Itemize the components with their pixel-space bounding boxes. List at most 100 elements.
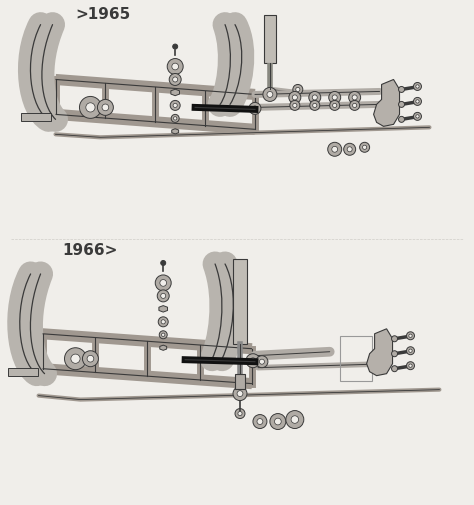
- Circle shape: [413, 83, 421, 91]
- Circle shape: [293, 85, 303, 95]
- Circle shape: [344, 144, 356, 156]
- Circle shape: [293, 104, 297, 108]
- Bar: [264, 16, 276, 64]
- Circle shape: [392, 366, 398, 372]
- Circle shape: [349, 92, 361, 104]
- Circle shape: [238, 412, 242, 416]
- Circle shape: [392, 351, 398, 357]
- Circle shape: [82, 351, 99, 367]
- Circle shape: [291, 416, 299, 424]
- Circle shape: [158, 317, 168, 327]
- Circle shape: [86, 104, 95, 113]
- Circle shape: [399, 102, 404, 108]
- Bar: [340, 336, 372, 381]
- Circle shape: [330, 101, 340, 111]
- Circle shape: [292, 96, 297, 100]
- Circle shape: [169, 74, 181, 86]
- Circle shape: [352, 96, 357, 100]
- Circle shape: [407, 332, 414, 340]
- Circle shape: [233, 387, 247, 401]
- Circle shape: [249, 103, 261, 115]
- Circle shape: [309, 92, 321, 104]
- Circle shape: [399, 117, 404, 123]
- Polygon shape: [171, 90, 180, 96]
- Circle shape: [71, 355, 80, 364]
- Circle shape: [286, 411, 304, 429]
- Text: >1965: >1965: [75, 7, 131, 22]
- Circle shape: [257, 419, 263, 425]
- Circle shape: [413, 113, 421, 121]
- Circle shape: [172, 64, 179, 71]
- Circle shape: [64, 348, 86, 370]
- Bar: [21, 114, 51, 122]
- Circle shape: [360, 143, 370, 153]
- Circle shape: [332, 96, 337, 100]
- Circle shape: [253, 107, 257, 112]
- Circle shape: [173, 45, 178, 50]
- Circle shape: [155, 275, 171, 291]
- Circle shape: [409, 349, 412, 352]
- Circle shape: [409, 364, 412, 368]
- Circle shape: [253, 415, 267, 429]
- Circle shape: [171, 115, 179, 123]
- Circle shape: [102, 105, 109, 112]
- Circle shape: [399, 87, 404, 93]
- Circle shape: [162, 333, 165, 337]
- Circle shape: [363, 146, 367, 150]
- Circle shape: [246, 354, 260, 368]
- Circle shape: [416, 116, 419, 119]
- Bar: [8, 368, 37, 376]
- Circle shape: [413, 98, 421, 106]
- Circle shape: [161, 261, 166, 266]
- Circle shape: [87, 356, 94, 363]
- Polygon shape: [172, 129, 179, 135]
- Circle shape: [350, 101, 360, 111]
- Circle shape: [313, 104, 317, 108]
- Circle shape: [409, 334, 412, 338]
- Circle shape: [98, 100, 113, 116]
- Circle shape: [290, 101, 300, 111]
- Circle shape: [328, 143, 342, 157]
- Circle shape: [159, 331, 167, 339]
- Polygon shape: [366, 329, 392, 376]
- Circle shape: [170, 101, 180, 111]
- Circle shape: [161, 294, 166, 299]
- Circle shape: [173, 118, 177, 121]
- Circle shape: [416, 86, 419, 89]
- Circle shape: [267, 92, 273, 98]
- Polygon shape: [159, 306, 167, 313]
- Circle shape: [392, 336, 398, 342]
- Circle shape: [263, 88, 277, 102]
- Circle shape: [80, 97, 101, 119]
- Circle shape: [157, 290, 169, 302]
- Circle shape: [270, 414, 286, 430]
- Polygon shape: [374, 80, 400, 127]
- Circle shape: [160, 280, 166, 287]
- Text: 1966>: 1966>: [63, 242, 118, 258]
- Circle shape: [353, 104, 357, 108]
- Circle shape: [235, 409, 245, 419]
- Circle shape: [416, 100, 419, 104]
- Circle shape: [310, 101, 320, 111]
- Circle shape: [250, 358, 256, 364]
- Circle shape: [329, 92, 341, 104]
- Circle shape: [173, 104, 177, 108]
- Circle shape: [237, 391, 243, 397]
- Circle shape: [333, 104, 337, 108]
- Circle shape: [173, 78, 178, 83]
- Circle shape: [274, 418, 281, 425]
- Bar: [235, 374, 245, 389]
- Circle shape: [259, 360, 264, 365]
- Circle shape: [167, 60, 183, 75]
- Circle shape: [407, 347, 414, 355]
- Bar: [233, 260, 247, 344]
- Circle shape: [407, 362, 414, 370]
- Circle shape: [289, 92, 301, 104]
- Circle shape: [312, 96, 317, 100]
- Circle shape: [161, 320, 165, 324]
- Circle shape: [332, 147, 337, 153]
- Circle shape: [296, 88, 300, 92]
- Circle shape: [256, 356, 268, 368]
- Circle shape: [347, 147, 352, 153]
- Polygon shape: [160, 345, 167, 350]
